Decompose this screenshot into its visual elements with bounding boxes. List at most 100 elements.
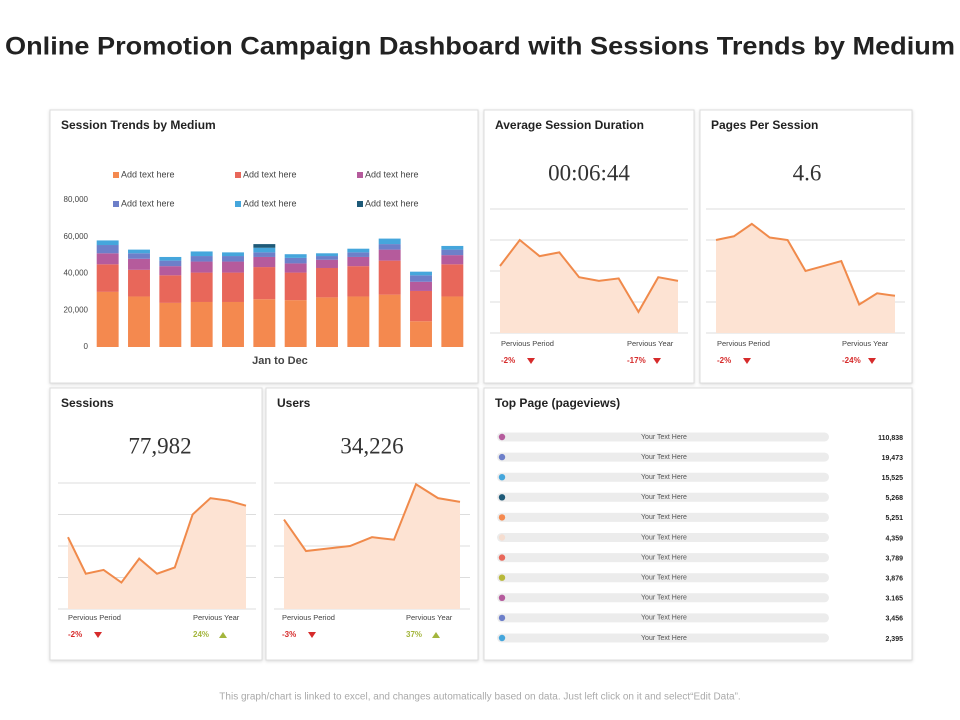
legend-label: Add text here <box>365 198 419 208</box>
trend-line <box>715 222 896 306</box>
area-fill <box>68 498 246 609</box>
bar-segment <box>159 302 182 347</box>
trend-arrow <box>868 358 876 364</box>
y-tick-label: 20,000 <box>64 305 89 314</box>
bar-segment <box>159 260 182 267</box>
bar-segment <box>222 272 244 302</box>
bar-segment <box>284 254 307 258</box>
row-label: Your Text Here <box>641 615 687 622</box>
row-track <box>497 613 829 623</box>
row-value: 2,395 <box>885 636 903 643</box>
bar-segment <box>253 252 276 257</box>
comparison-label: Pervious Period <box>717 339 770 348</box>
row-dot <box>498 474 506 481</box>
legend-swatch <box>113 172 119 178</box>
bar-segment <box>347 248 370 253</box>
row-label: Your Text Here <box>641 554 687 561</box>
bar-segment <box>159 256 182 261</box>
legend-label: Add text here <box>243 169 297 179</box>
bar-segment <box>96 291 119 347</box>
row-track <box>497 432 829 442</box>
bar-segment <box>253 256 276 268</box>
row-dot <box>498 614 506 622</box>
bar-segment <box>410 271 432 276</box>
row-value: 3,876 <box>885 576 903 583</box>
bar-segment <box>347 266 370 297</box>
row-dot <box>498 574 506 581</box>
trend-arrow <box>527 358 535 364</box>
footer-note: This graph/chart is linked to excel, and… <box>219 692 740 703</box>
y-tick-label: 0 <box>84 342 89 351</box>
panel-title: Average Session Duration <box>495 118 644 132</box>
bar-segment <box>316 256 338 260</box>
comparison-value: -2% <box>717 356 731 365</box>
panel-title: Users <box>277 396 311 410</box>
bar-segment <box>284 257 307 264</box>
bar-segment <box>190 261 213 273</box>
row-track <box>497 452 829 462</box>
y-tick-label: 40,000 <box>64 269 89 278</box>
bar-segment <box>253 267 276 300</box>
row-label: Your Text Here <box>641 635 687 642</box>
legend-swatch <box>357 172 363 178</box>
x-axis-label: Jan to Dec <box>252 355 308 367</box>
row-label: Your Text Here <box>641 514 687 521</box>
row-track <box>497 492 829 502</box>
bar-segment <box>347 252 370 257</box>
row-dot <box>498 594 506 601</box>
comparison-label: Pervious Period <box>68 613 121 622</box>
panel-title: Session Trends by Medium <box>61 118 216 132</box>
comparison-value: -17% <box>627 356 646 365</box>
bar-segment <box>222 256 244 262</box>
row-label: Your Text Here <box>641 534 687 541</box>
bar-segment <box>253 244 276 248</box>
bar-segment <box>284 272 307 301</box>
comparison-value: -24% <box>842 356 861 365</box>
bar-segment <box>378 244 401 250</box>
bar-segment <box>441 245 464 250</box>
kpi-value: 77,982 <box>128 433 191 458</box>
row-value: 5,251 <box>885 515 903 522</box>
trend-arrow <box>653 358 661 364</box>
panel-title: Pages Per Session <box>711 118 818 132</box>
row-track <box>497 573 829 583</box>
row-label: Your Text Here <box>641 595 687 602</box>
comparison-value: -2% <box>501 356 515 365</box>
bar-segment <box>316 259 338 268</box>
trend-line <box>499 238 679 314</box>
y-tick-label: 80,000 <box>64 195 89 204</box>
legend-swatch <box>357 201 363 207</box>
bar-segment <box>378 249 401 261</box>
bar-segment <box>347 296 370 347</box>
panel-title: Top Page (pageviews) <box>495 396 620 410</box>
bar-segment <box>96 240 119 246</box>
row-label: Your Text Here <box>641 434 687 441</box>
row-dot <box>498 554 506 561</box>
comparison-label: Pervious Period <box>282 613 335 622</box>
area-fill <box>716 223 895 333</box>
row-label: Your Text Here <box>641 575 687 582</box>
row-track <box>497 533 829 542</box>
kpi-value: 34,226 <box>340 433 403 458</box>
bar-segment <box>222 252 244 257</box>
legend-swatch <box>235 172 241 178</box>
panel-title: Sessions <box>61 396 114 410</box>
row-value: 3,789 <box>885 555 903 562</box>
bar-segment <box>253 299 276 347</box>
page-title: Online Promotion Campaign Dashboard with… <box>5 33 955 61</box>
row-dot <box>498 634 506 642</box>
area-fill <box>284 484 460 609</box>
bar-segment <box>410 321 432 347</box>
bar-segment <box>316 297 338 347</box>
bar-segment <box>410 275 432 282</box>
bar-segment <box>441 264 464 297</box>
comparison-label: Pervious Year <box>627 339 674 348</box>
row-track <box>497 553 829 563</box>
legend-label: Add text here <box>121 198 175 208</box>
bar-segment <box>190 272 213 302</box>
bar-segment <box>378 260 401 295</box>
bar-segment <box>410 281 432 291</box>
comparison-label: Pervious Period <box>501 339 554 348</box>
bar-segment <box>128 258 150 270</box>
comparison-label: Pervious Year <box>842 339 889 348</box>
